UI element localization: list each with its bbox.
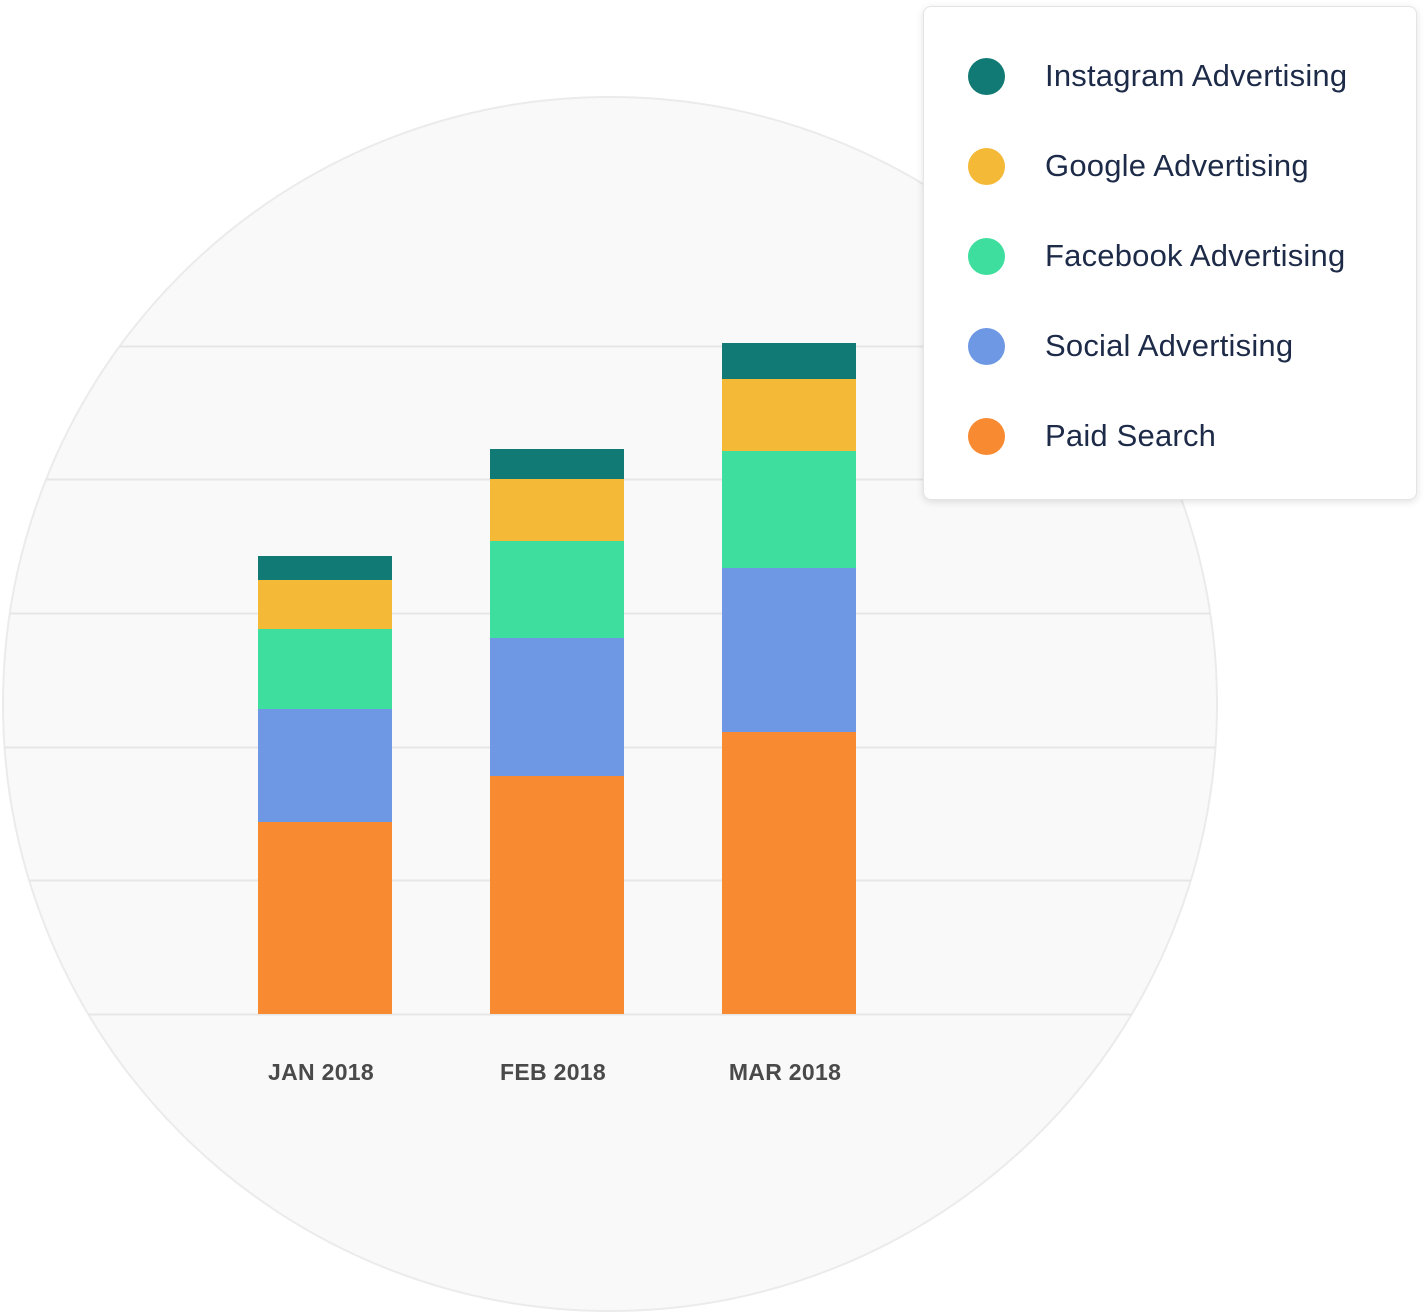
bar-stack-feb-2018: [490, 449, 624, 1014]
x-tick-label: FEB 2018: [500, 1059, 606, 1085]
legend-label: Social Advertising: [1045, 328, 1294, 363]
legend-item-google-advertising[interactable]: Google Advertising: [968, 146, 1309, 186]
legend-item-paid-search[interactable]: Paid Search: [968, 416, 1216, 456]
legend-dot-icon: [968, 57, 1005, 95]
bar-segment-feb-2018-social-advertising[interactable]: [490, 638, 624, 776]
bar-segment-mar-2018-google-advertising[interactable]: [722, 379, 856, 451]
bar-segment-jan-2018-social-advertising[interactable]: [258, 709, 392, 822]
bar-segment-jan-2018-paid-search[interactable]: [258, 822, 392, 1014]
bar-segment-jan-2018-google-advertising[interactable]: [258, 580, 392, 629]
bar-segment-mar-2018-paid-search[interactable]: [722, 732, 856, 1014]
bar-segment-feb-2018-facebook-advertising[interactable]: [490, 541, 624, 638]
category-labels: JAN 2018 FEB 2018 MAR 2018: [268, 1059, 841, 1085]
bar-segment-mar-2018-instagram-advertising[interactable]: [722, 343, 856, 379]
legend-dot-icon: [968, 417, 1005, 455]
legend-item-social-advertising[interactable]: Social Advertising: [968, 326, 1293, 366]
bar-segment-jan-2018-facebook-advertising[interactable]: [258, 629, 392, 709]
legend-item-facebook-advertising[interactable]: Facebook Advertising: [968, 236, 1345, 276]
x-tick-label: JAN 2018: [268, 1059, 374, 1085]
legend-label: Instagram Advertising: [1045, 58, 1348, 93]
bar-segment-feb-2018-paid-search[interactable]: [490, 776, 624, 1014]
legend: Instagram Advertising Google Advertising F…: [923, 6, 1417, 500]
legend-dot-icon: [968, 237, 1005, 275]
bar-segment-mar-2018-social-advertising[interactable]: [722, 568, 856, 732]
legend-item-instagram-advertising[interactable]: Instagram Advertising: [968, 56, 1347, 96]
legend-label: Paid Search: [1045, 418, 1217, 453]
bar-segment-mar-2018-facebook-advertising[interactable]: [722, 451, 856, 568]
legend-dot-icon: [968, 147, 1005, 185]
bar-stack-mar-2018: [722, 343, 856, 1014]
legend-label: Facebook Advertising: [1045, 238, 1346, 273]
bar-segment-feb-2018-google-advertising[interactable]: [490, 479, 624, 541]
x-tick-label: MAR 2018: [729, 1059, 841, 1085]
bar-segment-jan-2018-instagram-advertising[interactable]: [258, 556, 392, 580]
bars: [258, 343, 856, 1014]
bar-stack-jan-2018: [258, 556, 392, 1014]
bar-segment-feb-2018-instagram-advertising[interactable]: [490, 449, 624, 479]
legend-dot-icon: [968, 327, 1005, 365]
legend-label: Google Advertising: [1045, 148, 1309, 183]
